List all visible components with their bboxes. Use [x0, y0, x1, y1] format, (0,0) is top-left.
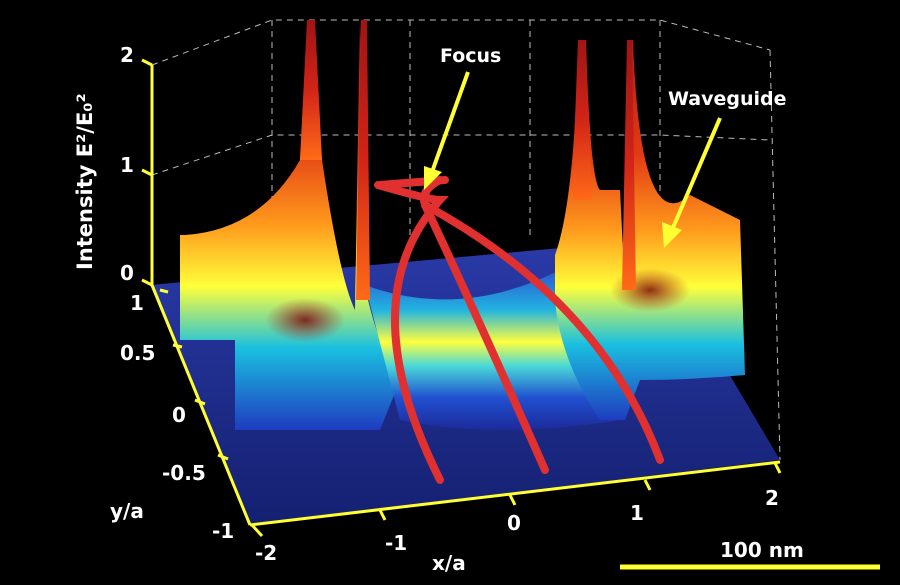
ray-right: [420, 176, 664, 464]
focus-arrowhead: [424, 166, 442, 190]
waveguide-arrow: [670, 117, 722, 231]
x-tick-neg1: -1: [385, 531, 407, 555]
z-tick-0: 0: [120, 261, 134, 285]
y-tick-0.5: 0.5: [120, 341, 155, 365]
y-tick-neg0.5: -0.5: [162, 461, 206, 485]
peak-left-outer: [300, 20, 322, 160]
x-axis-line: [249, 460, 781, 527]
y-tick-1: 1: [130, 291, 144, 315]
x-tick-1: 1: [630, 501, 644, 525]
ray-center: [421, 201, 549, 474]
peak-right-inner: [572, 40, 592, 200]
peak-right-outer: [622, 40, 636, 290]
waveguide-annotation: Waveguide: [668, 88, 787, 110]
y-tick-neg1: -1: [212, 519, 234, 543]
x-tick-0: 0: [507, 511, 521, 535]
axes: [141, 58, 782, 538]
focus-rays: [374, 176, 664, 484]
z-axis-label: Intensity E²/E₀²: [73, 93, 97, 270]
x-tick-neg2: -2: [255, 541, 277, 565]
x-axis-label: x/a: [432, 551, 466, 575]
peak-left-inner: [356, 20, 370, 300]
ray-cross: [376, 176, 449, 189]
surface-right-wall: [555, 40, 745, 420]
focus-arrow: [430, 71, 470, 173]
ray-left: [374, 181, 449, 484]
y-axis-line: [150, 284, 252, 526]
left-dark-spot: [265, 298, 345, 342]
y-axis-label: y/a: [110, 499, 144, 523]
z-tick-2: 2: [120, 43, 134, 67]
x-tick-2: 2: [765, 486, 779, 510]
z-tick-1: 1: [120, 153, 134, 177]
y-tick-0: 0: [172, 403, 186, 427]
focus-annotation: Focus: [440, 45, 501, 67]
waveguide-arrowhead: [662, 222, 682, 248]
scale-bar-label: 100 nm: [720, 538, 804, 562]
surface-left-wall: [180, 20, 400, 430]
